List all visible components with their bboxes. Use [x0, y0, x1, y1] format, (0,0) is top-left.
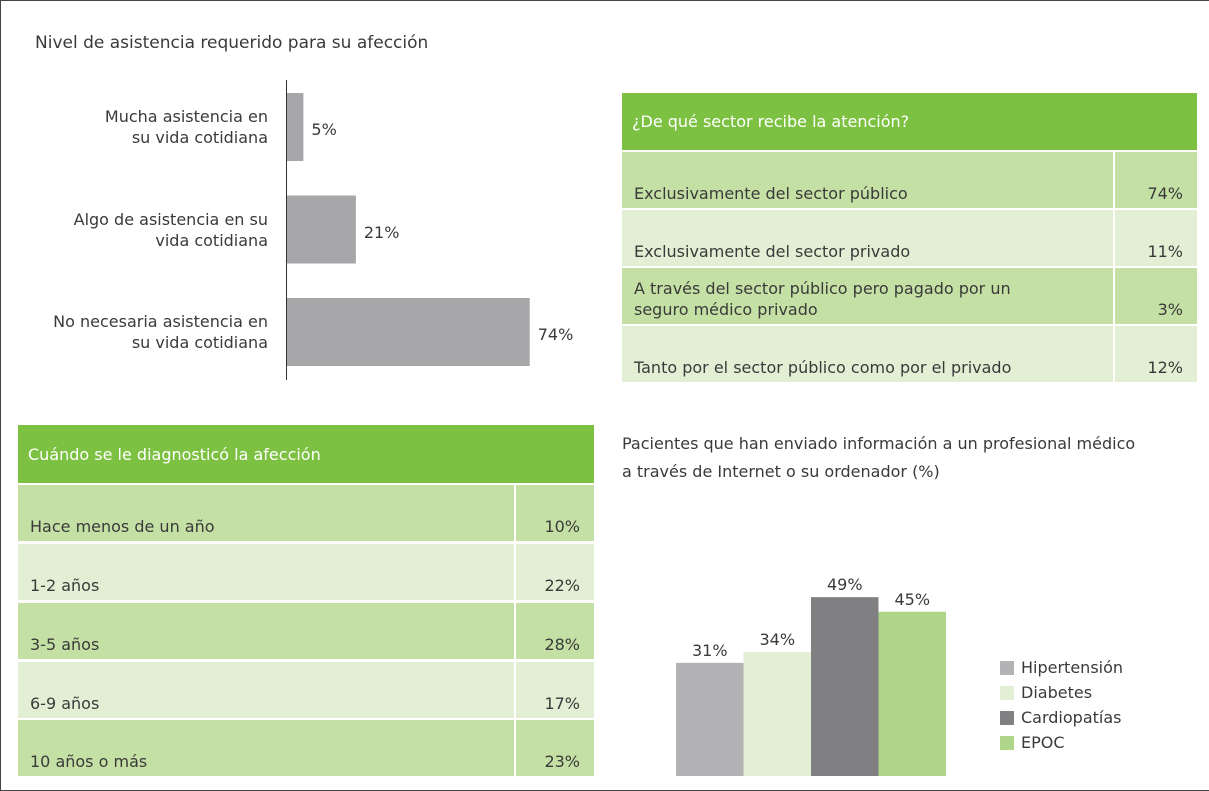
- table-cell: [622, 152, 1113, 208]
- table-cell: [18, 485, 514, 541]
- table-cell: [622, 268, 1113, 324]
- table-cell-text: 1-2 años: [30, 576, 100, 595]
- table-cell-text: Exclusivamente del sector privado: [634, 242, 911, 261]
- table-cell-value: 12%: [1147, 358, 1183, 377]
- value-label: 49%: [826, 575, 863, 595]
- table-cell-text: Hace menos de un año: [30, 517, 215, 536]
- table-cell: [18, 720, 514, 776]
- table-cell-value: 28%: [544, 635, 580, 654]
- legend-swatch: [1000, 661, 1014, 675]
- table-cell-value: 3%: [1157, 300, 1183, 319]
- legend-swatch: [1000, 736, 1014, 750]
- table-title: ¿De qué sector recibe la atención?: [632, 112, 910, 131]
- legend-label: Diabetes: [1021, 683, 1093, 702]
- table-cell-value: 17%: [544, 694, 580, 713]
- table-cell: [622, 326, 1113, 382]
- legend-label: EPOC: [1021, 733, 1065, 752]
- table-cell: [18, 662, 514, 718]
- table-cell: [622, 210, 1113, 266]
- bar: [287, 298, 530, 366]
- table-cell: [516, 603, 594, 659]
- table-cell-value: 22%: [544, 576, 580, 595]
- table-cell-text: A través del sector público pero pagado …: [634, 279, 1011, 319]
- table-header: [622, 93, 1197, 150]
- table-cell-value: 11%: [1147, 242, 1183, 261]
- bar: [676, 662, 744, 776]
- category-label: No necesaria asistencia en su vida cotid…: [53, 312, 268, 352]
- table-header: [18, 425, 594, 483]
- table-cell: [18, 603, 514, 659]
- table-cell: [516, 720, 594, 776]
- table-cell: [516, 485, 594, 541]
- value-label: 31%: [691, 640, 728, 660]
- legend-label: Hipertensión: [1021, 658, 1124, 677]
- bar: [878, 611, 946, 776]
- table-cell-value: 10%: [544, 517, 580, 536]
- table-cell-text: 6-9 años: [30, 694, 100, 713]
- table-cell: [1115, 326, 1197, 382]
- category-label: Algo de asistencia en su vida cotidiana: [73, 209, 268, 250]
- legend-label: Cardiopatías: [1021, 708, 1122, 727]
- chart-title: Nivel de asistencia requerido para su af…: [35, 33, 429, 53]
- value-label: 21%: [363, 222, 400, 242]
- table-cell: [1115, 268, 1197, 324]
- chart-title: Pacientes que han enviado información a …: [622, 434, 1136, 481]
- bar: [287, 195, 356, 264]
- value-label: 74%: [537, 325, 574, 344]
- legend-swatch: [1000, 711, 1014, 725]
- table-cell: [516, 544, 594, 600]
- value-label: 45%: [894, 589, 931, 609]
- table-cell-text: 10 años o más: [30, 752, 148, 771]
- table-cell: [18, 544, 514, 600]
- value-label: 5%: [311, 120, 337, 139]
- table-cell-value: 74%: [1147, 184, 1183, 203]
- table-cell: [1115, 210, 1197, 266]
- legend-swatch: [1000, 686, 1014, 700]
- table-cell-value: 23%: [544, 752, 580, 771]
- value-label: 34%: [759, 629, 796, 649]
- table-cell-text: Exclusivamente del sector público: [634, 184, 908, 203]
- table-cell-text: 3-5 años: [30, 635, 100, 654]
- category-label: Mucha asistencia en su vida cotidiana: [104, 107, 268, 147]
- table-cell-text: Tanto por el sector público como por el …: [634, 358, 1012, 377]
- bar: [743, 651, 811, 776]
- bar: [287, 93, 304, 161]
- bar: [811, 597, 879, 776]
- table-cell: [1115, 152, 1197, 208]
- table-title: Cuándo se le diagnosticó la afección: [28, 444, 321, 464]
- table-cell: [516, 662, 594, 718]
